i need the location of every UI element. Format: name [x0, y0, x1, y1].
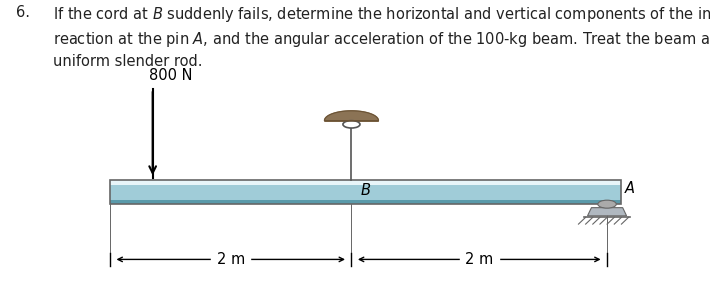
- Circle shape: [343, 121, 360, 128]
- Text: 2 m: 2 m: [465, 252, 493, 267]
- Bar: [110, 180, 621, 204]
- Bar: [110, 180, 621, 185]
- Bar: [110, 200, 621, 204]
- Polygon shape: [324, 111, 378, 121]
- Text: 2 m: 2 m: [217, 252, 245, 267]
- Text: If the cord at $B$ suddenly fails, determine the horizontal and vertical compone: If the cord at $B$ suddenly fails, deter…: [53, 5, 710, 69]
- Text: B: B: [361, 183, 371, 198]
- Circle shape: [598, 200, 616, 208]
- Polygon shape: [588, 208, 626, 216]
- Bar: [110, 185, 621, 200]
- Text: 800 N: 800 N: [149, 68, 192, 83]
- Text: A: A: [625, 181, 635, 196]
- Text: 6.: 6.: [16, 5, 30, 20]
